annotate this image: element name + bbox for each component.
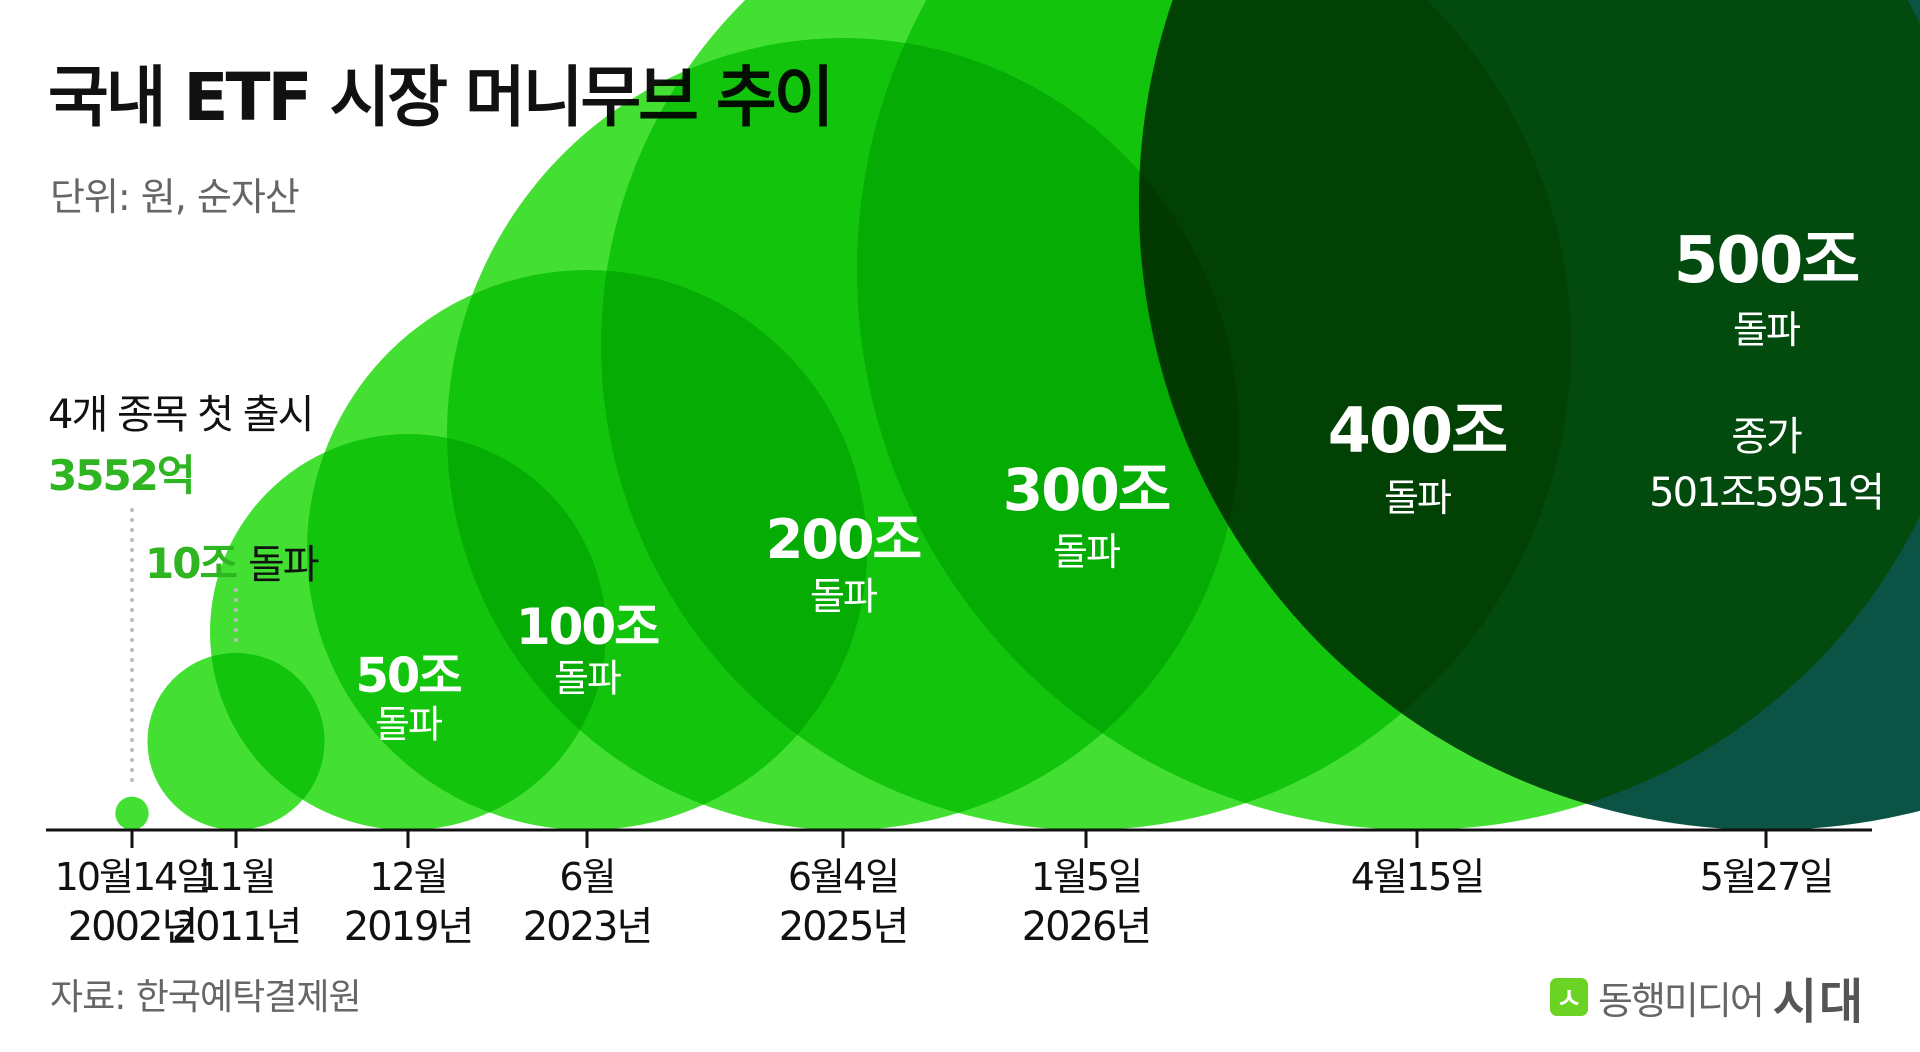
date-label-0: 10월14일	[55, 855, 210, 899]
brand-name: 동행미디어	[1598, 978, 1765, 1023]
sub-label-1: 돌파	[248, 542, 319, 588]
sub-label-4: 돌파	[810, 574, 877, 618]
date-label-4: 6월4일	[788, 855, 898, 899]
brand-logo: ㅅ 동행미디어 시대	[1550, 962, 1865, 1032]
sub-label-5: 돌파	[1053, 530, 1120, 574]
year-label-1: 2011년	[172, 904, 301, 950]
value-label-4: 200조	[766, 508, 921, 571]
year-label-5: 2026년	[1022, 904, 1151, 950]
close-label: 종가	[1731, 414, 1802, 460]
value-label-1: 10조	[145, 539, 237, 588]
brand-sub: 시대	[1772, 974, 1866, 1030]
value-label-2: 50조	[356, 648, 462, 704]
year-label-0: 2002년	[68, 904, 197, 950]
bubble-7	[1139, 0, 1920, 830]
sub-label-3: 돌파	[554, 657, 621, 701]
close-value-label: 501조5951억	[1649, 470, 1883, 516]
sub-label-6: 돌파	[1384, 476, 1451, 520]
bubbles-group	[115, 0, 1920, 830]
value-label-3: 100조	[516, 598, 659, 656]
value-label-7: 500조	[1674, 224, 1859, 298]
year-label-4: 2025년	[779, 904, 908, 950]
sub-label-7: 돌파	[1733, 308, 1800, 352]
date-label-3: 6월	[559, 855, 614, 899]
value-label-0: 3552억	[48, 451, 194, 500]
value-label-6: 400조	[1328, 394, 1506, 467]
brand-icon: ㅅ	[1550, 978, 1588, 1016]
date-label-6: 4월15일	[1351, 855, 1483, 899]
sub-label-2: 돌파	[375, 703, 442, 747]
date-label-2: 12월	[369, 855, 446, 899]
date-label-1: 11월	[197, 855, 274, 899]
date-label-7: 5월27일	[1700, 855, 1832, 899]
note-label: 4개 종목 첫 출시	[48, 392, 312, 438]
source-label: 자료: 한국예탁결제원	[50, 977, 362, 1018]
bubble-0	[115, 796, 149, 830]
unit-label: 단위: 원, 순자산	[50, 175, 300, 219]
date-label-5: 1월5일	[1031, 855, 1141, 899]
value-label-5: 300조	[1003, 456, 1170, 524]
year-label-2: 2019년	[344, 904, 473, 950]
year-label-3: 2023년	[523, 904, 652, 950]
